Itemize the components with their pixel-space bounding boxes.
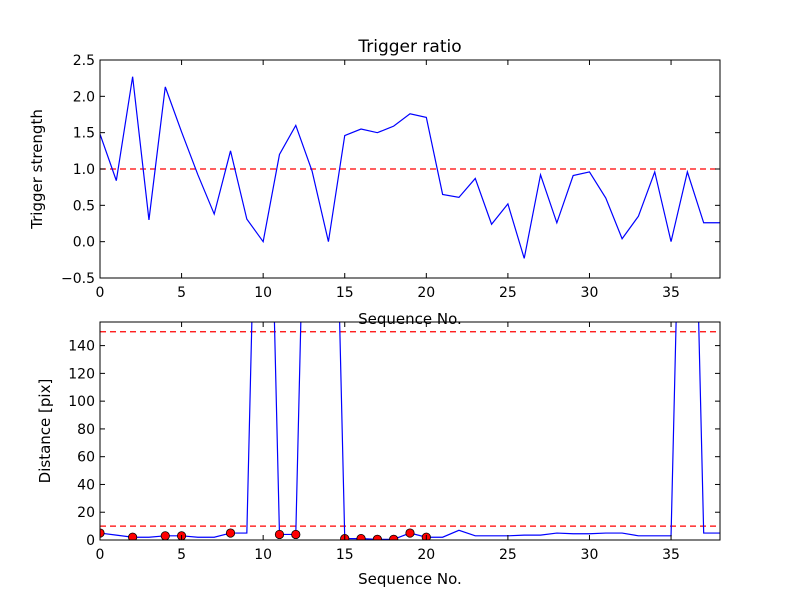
y-axis-label: Distance [pix] [36, 379, 54, 484]
y-tick-label: 2.5 [73, 53, 95, 69]
y-tick-label: 60 [77, 450, 95, 466]
data-point-marker [291, 529, 301, 540]
y-axis-label: Trigger strength [28, 109, 46, 230]
x-tick-label: 30 [581, 285, 599, 301]
data-point-marker [372, 534, 382, 540]
x-tick-label: 10 [254, 547, 272, 563]
y-tick-label: −0.5 [61, 271, 95, 287]
y-tick-label: 40 [77, 477, 95, 493]
y-tick-label: 100 [68, 394, 95, 410]
plot-area [100, 322, 720, 540]
data-point-marker [389, 534, 399, 540]
plot-area [100, 76, 720, 259]
x-tick-label: 15 [336, 547, 354, 563]
x-tick-label: 5 [177, 285, 186, 301]
x-axis-label: Sequence No. [358, 310, 462, 328]
data-point-marker [128, 532, 138, 540]
x-tick-label: 20 [417, 285, 435, 301]
y-tick-label: 140 [68, 339, 95, 355]
x-axis-label: Sequence No. [358, 570, 462, 588]
x-tick-label: 25 [499, 547, 517, 563]
data-point-marker [274, 529, 285, 540]
chart-title: Trigger ratio [357, 37, 461, 57]
x-tick-label: 20 [417, 547, 435, 563]
series-line [100, 76, 720, 259]
y-tick-label: 120 [68, 366, 95, 382]
data-point-marker [160, 531, 170, 540]
y-tick-label: 80 [77, 422, 95, 438]
x-tick-label: 35 [662, 547, 680, 563]
distance-subplot: Distance [pix] Sequence No. 0 5 10 15 20 25 30… [36, 321, 721, 588]
y-tick-label: 1.0 [73, 162, 95, 178]
x-tick-label: 5 [177, 547, 186, 563]
x-tick-label: 0 [96, 547, 105, 563]
x-tick-label: 35 [662, 285, 680, 301]
x-tick-label: 30 [581, 547, 599, 563]
x-tick-label: 15 [336, 285, 354, 301]
y-tick-label: 2.0 [73, 89, 95, 105]
y-tick-label: 1.5 [73, 126, 95, 142]
axes-frame [99, 321, 721, 541]
x-tick-label: 10 [254, 285, 272, 301]
x-tick-label: 0 [96, 285, 105, 301]
data-point-marker [356, 534, 366, 540]
y-tick-label: 0.0 [73, 235, 95, 251]
x-tick-label: 25 [499, 285, 517, 301]
data-point-marker [405, 528, 415, 538]
data-point-marker [225, 528, 236, 538]
trigger-ratio-subplot: Trigger ratio Trigger strength Sequence … [28, 37, 721, 328]
y-tick-label: 20 [77, 505, 95, 521]
y-tick-label: 0.5 [73, 198, 95, 214]
y-tick-label: 0 [86, 533, 95, 549]
